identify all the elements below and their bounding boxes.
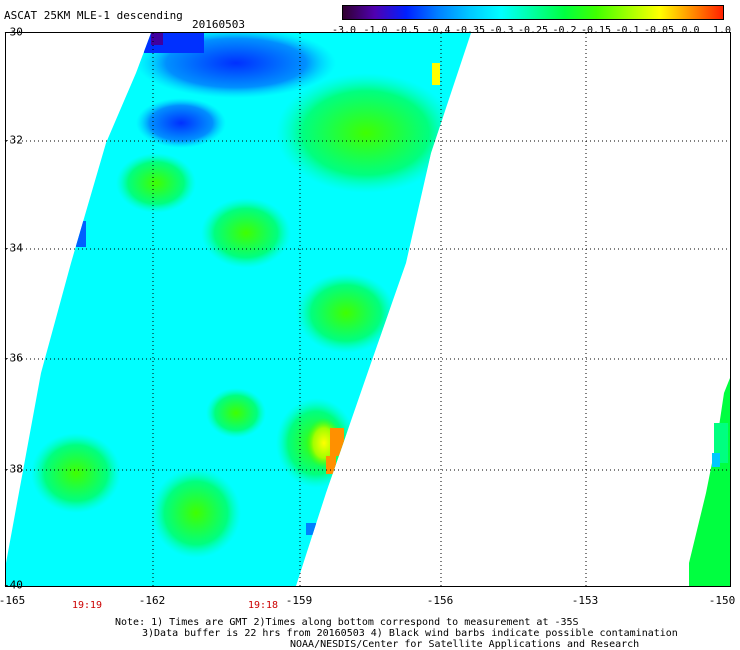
lat-label: -32 xyxy=(3,133,23,147)
lon-label: -150 xyxy=(708,594,736,607)
time-label: 19:19 xyxy=(71,600,103,611)
color-scale-tick: -0.25 xyxy=(517,25,549,36)
color-scale-tick: -0.15 xyxy=(580,25,612,36)
right-swath-patch xyxy=(712,453,720,467)
color-scale-tick: -0.3 xyxy=(489,25,514,36)
lon-label: -162 xyxy=(138,594,166,607)
map-date: 20160503 xyxy=(192,18,245,31)
lat-label: -36 xyxy=(3,351,23,365)
lon-label: -159 xyxy=(285,594,313,607)
color-scale-tick: -3.0 xyxy=(331,25,357,36)
main-swath xyxy=(6,33,471,586)
lon-label: -165 xyxy=(0,594,26,607)
lon-label: -153 xyxy=(571,594,599,607)
graticule xyxy=(6,33,730,586)
lat-label: -34 xyxy=(3,241,23,255)
color-scale-bar xyxy=(342,5,724,20)
color-scale-tick: -0.5 xyxy=(394,25,420,36)
footnote-line-1: Note: 1) Times are GMT 2)Times along bot… xyxy=(115,617,579,628)
color-scale-tick: -0.35 xyxy=(454,25,486,36)
color-scale-tick: -0.4 xyxy=(426,25,451,36)
color-scale-tick: -1.0 xyxy=(363,25,388,36)
right-swath xyxy=(689,378,730,586)
time-label: 19:18 xyxy=(247,600,279,611)
footnote-line-2: 3)Data buffer is 22 hrs from 20160503 4)… xyxy=(142,628,678,639)
lat-label: -38 xyxy=(3,462,23,476)
lat-label: -40 xyxy=(3,578,23,592)
lat-label: -30 xyxy=(3,25,23,39)
color-scale-tick: -0.05 xyxy=(643,25,675,36)
color-scale-tick: -0.1 xyxy=(615,25,640,36)
footnote-line-3: NOAA/NESDIS/Center for Satellite Applica… xyxy=(290,639,640,650)
color-scale-tick: 0.0 xyxy=(681,25,700,36)
lon-label: -156 xyxy=(426,594,454,607)
swath-map xyxy=(6,33,730,586)
map-title: ASCAT 25KM MLE-1 descending xyxy=(4,9,183,22)
color-scale-tick: 1.0 xyxy=(712,25,732,36)
map-plot xyxy=(5,32,731,587)
color-scale-tick: -0.2 xyxy=(552,25,577,36)
